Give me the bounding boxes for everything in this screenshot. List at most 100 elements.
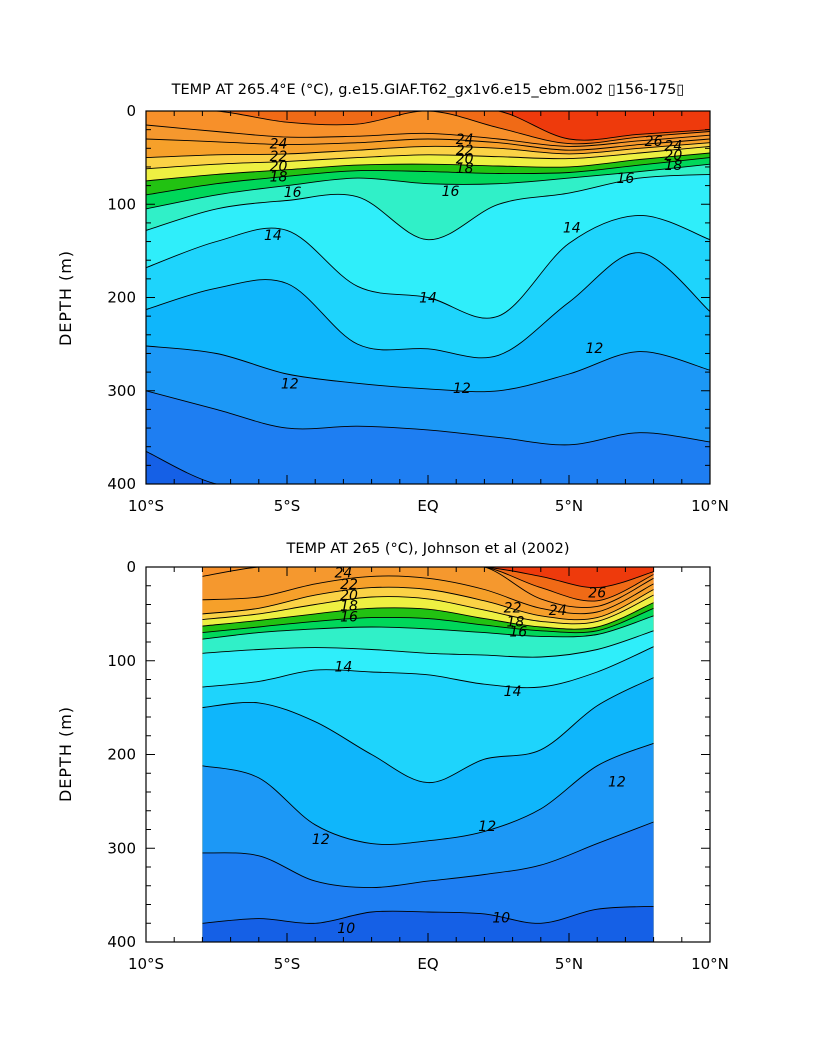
contour-label: 20 bbox=[270, 159, 288, 175]
panel-title: TEMP AT 265 (°C), Johnson et al (2002) bbox=[285, 541, 569, 557]
contour-label: 22 bbox=[456, 143, 474, 159]
isotherm-line bbox=[146, 111, 710, 145]
isotherm-line bbox=[146, 124, 710, 147]
isotherm-line bbox=[146, 157, 710, 196]
contour-label: 26 bbox=[588, 585, 606, 601]
contour-label: 12 bbox=[312, 832, 330, 848]
isotherm-line bbox=[202, 602, 654, 630]
y-tick-label: 100 bbox=[107, 195, 136, 213]
isotherm-line bbox=[146, 252, 710, 359]
contour-label: 18 bbox=[270, 169, 288, 185]
isotherm-line bbox=[146, 111, 710, 141]
contour-label: 12 bbox=[608, 775, 626, 791]
y-tick-label: 200 bbox=[107, 289, 136, 307]
axis-ticks bbox=[145, 110, 711, 485]
isotherm-line bbox=[146, 145, 710, 170]
contour-label: 14 bbox=[504, 684, 522, 700]
isotherm-line bbox=[146, 173, 710, 241]
contour-label: 16 bbox=[340, 610, 358, 626]
isotherm-line bbox=[202, 607, 654, 634]
isotherm-line bbox=[202, 905, 654, 924]
isotherm-line bbox=[202, 615, 654, 640]
x-tick-label: EQ bbox=[417, 955, 438, 973]
contour-label: 16 bbox=[509, 625, 527, 641]
temperature-band bbox=[146, 390, 710, 484]
y-tick-label: 100 bbox=[107, 652, 136, 670]
contour-label: 12 bbox=[281, 376, 299, 392]
model-temperature-panel: TEMP AT 265.4°E (°C), g.e15.GIAF.T62_gx1… bbox=[56, 82, 729, 515]
temperature-fill bbox=[202, 567, 654, 942]
isotherm-line bbox=[146, 142, 710, 159]
contour-label: 14 bbox=[264, 228, 282, 244]
contour-label: 14 bbox=[334, 659, 352, 675]
temperature-fill bbox=[146, 111, 710, 484]
x-tick-label: 10°N bbox=[691, 955, 729, 973]
x-tick-label: 5°N bbox=[555, 497, 583, 515]
x-tick-label: 5°S bbox=[274, 497, 301, 515]
contour-label: 26 bbox=[645, 134, 663, 150]
isotherm-line bbox=[202, 742, 654, 845]
isotherm-line bbox=[202, 821, 654, 889]
isotherm-line bbox=[202, 594, 654, 625]
observed-temperature-panel: TEMP AT 265 (°C), Johnson et al (2002) D… bbox=[56, 541, 729, 973]
contour-label: 14 bbox=[419, 291, 437, 307]
isotherm-line bbox=[146, 152, 710, 182]
axis-ticks bbox=[145, 566, 711, 943]
x-tick-label: EQ bbox=[417, 497, 438, 515]
isotherm-line bbox=[202, 677, 654, 784]
isotherm-line bbox=[146, 390, 710, 446]
y-tick-label: 300 bbox=[107, 382, 136, 400]
contour-label: 22 bbox=[270, 149, 288, 165]
contour-label: 14 bbox=[563, 221, 581, 237]
contour-label: 18 bbox=[340, 598, 358, 614]
y-tick-label: 200 bbox=[107, 746, 136, 764]
y-axis-label: DEPTH (m) bbox=[56, 250, 75, 346]
contour-label: 24 bbox=[664, 139, 682, 155]
contour-label: 12 bbox=[478, 819, 496, 835]
contour-label: 24 bbox=[334, 566, 352, 582]
isotherm-line bbox=[202, 646, 654, 689]
isotherm-line bbox=[202, 567, 654, 602]
y-tick-label: 0 bbox=[126, 558, 136, 576]
isotherm-line bbox=[202, 567, 654, 609]
temperature-band bbox=[202, 822, 654, 942]
contour-label: 18 bbox=[664, 158, 682, 174]
y-tick-label: 0 bbox=[126, 102, 136, 120]
contour-label: 20 bbox=[664, 148, 682, 164]
isotherm-line bbox=[202, 575, 654, 615]
x-tick-label: 10°S bbox=[128, 497, 164, 515]
y-tick-label: 400 bbox=[107, 933, 136, 951]
contour-label: 10 bbox=[337, 921, 355, 937]
contour-label: 16 bbox=[616, 171, 634, 187]
x-tick-label: 5°N bbox=[555, 955, 583, 973]
y-axis-label: DEPTH (m) bbox=[56, 706, 75, 802]
contour-label: 16 bbox=[442, 184, 460, 200]
contour-label: 18 bbox=[507, 614, 525, 630]
contour-label: 20 bbox=[340, 588, 358, 604]
contour-label: 22 bbox=[504, 600, 522, 616]
contour-label: 20 bbox=[456, 152, 474, 168]
contour-label: 24 bbox=[456, 132, 474, 148]
isotherm-line bbox=[146, 214, 710, 319]
isotherm-line bbox=[202, 567, 654, 589]
contour-label: 10 bbox=[492, 911, 510, 927]
x-tick-label: 5°S bbox=[274, 955, 301, 973]
contour-label: 16 bbox=[284, 185, 302, 201]
contour-label: 12 bbox=[585, 341, 603, 357]
panel-title: TEMP AT 265.4°E (°C), g.e15.GIAF.T62_gx1… bbox=[171, 82, 685, 98]
x-tick-label: 10°N bbox=[691, 497, 729, 515]
contour-label: 18 bbox=[456, 161, 474, 177]
x-tick-label: 10°S bbox=[128, 955, 164, 973]
temperature-band bbox=[202, 906, 654, 942]
y-tick-label: 400 bbox=[107, 475, 136, 493]
isotherm-line bbox=[202, 586, 654, 621]
contour-label: 24 bbox=[549, 603, 567, 619]
isotherm-line bbox=[146, 138, 710, 151]
contour-label: 24 bbox=[270, 137, 288, 153]
contour-label: 22 bbox=[340, 577, 358, 593]
y-tick-label: 300 bbox=[107, 839, 136, 857]
isotherm-line bbox=[146, 345, 710, 393]
contour-label: 12 bbox=[453, 381, 471, 397]
isotherm-line bbox=[202, 630, 654, 658]
